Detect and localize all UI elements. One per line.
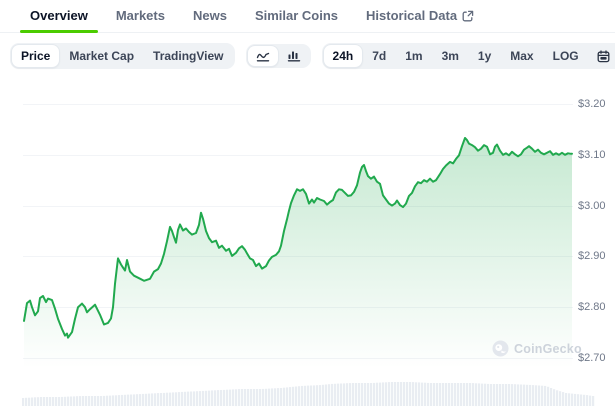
chart-toolbar: Price Market Cap TradingView 24h 7d 1m 3… (10, 42, 615, 70)
y-axis-label: $3.00 (578, 199, 606, 212)
tab-news[interactable]: News (183, 8, 237, 32)
tab-label: Similar Coins (254, 8, 339, 23)
line-chart-icon (256, 52, 269, 62)
range-1y-button[interactable]: 1y (469, 45, 500, 67)
y-axis-label: $3.20 (578, 98, 606, 110)
y-axis-label: $2.70 (578, 352, 606, 364)
coingecko-logo-icon (492, 340, 509, 357)
y-axis-label: $2.90 (578, 250, 606, 263)
bar-chart-icon (287, 51, 300, 62)
range-switcher: 24h 7d 1m 3m 1y Max LOG (321, 43, 615, 69)
tab-markets[interactable]: Markets (106, 8, 175, 32)
tab-historical-data[interactable]: Historical Data (356, 8, 484, 32)
y-axis-label: $3.10 (578, 148, 606, 161)
watermark-label: CoinGecko (514, 341, 582, 356)
range-1m-button[interactable]: 1m (396, 45, 431, 67)
date-range-button[interactable] (589, 46, 615, 67)
chart-type-switcher (245, 44, 311, 68)
range-max-button[interactable]: Max (501, 45, 542, 67)
calendar-icon (597, 49, 610, 62)
coingecko-watermark: CoinGecko (492, 340, 582, 357)
range-24h-button[interactable]: 24h (323, 45, 363, 67)
gridline (23, 154, 573, 156)
metric-price-button[interactable]: Price (12, 45, 60, 67)
y-axis-label: $2.80 (578, 301, 606, 314)
range-7d-button[interactable]: 7d (363, 45, 395, 67)
gridline (23, 104, 573, 105)
metric-market-cap-button[interactable]: Market Cap (60, 45, 143, 67)
external-link-icon (462, 10, 474, 21)
candlestick-chart-type-button[interactable] (279, 46, 309, 66)
tab-label: Historical Data (366, 8, 458, 23)
line-chart-type-button[interactable] (247, 46, 278, 66)
tab-similar-coins[interactable]: Similar Coins (245, 8, 348, 32)
tab-overview[interactable]: Overview (20, 8, 98, 33)
tab-label: Overview (30, 8, 88, 23)
tab-label: Markets (115, 8, 165, 23)
tab-label: News (192, 8, 227, 23)
range-3m-button[interactable]: 3m (433, 45, 468, 67)
metric-tradingview-button[interactable]: TradingView (144, 45, 232, 67)
log-scale-button[interactable]: LOG (544, 45, 588, 67)
metric-switcher: Price Market Cap TradingView (10, 43, 235, 69)
tab-bar: Overview Markets News Similar Coins Hist… (0, 0, 615, 33)
